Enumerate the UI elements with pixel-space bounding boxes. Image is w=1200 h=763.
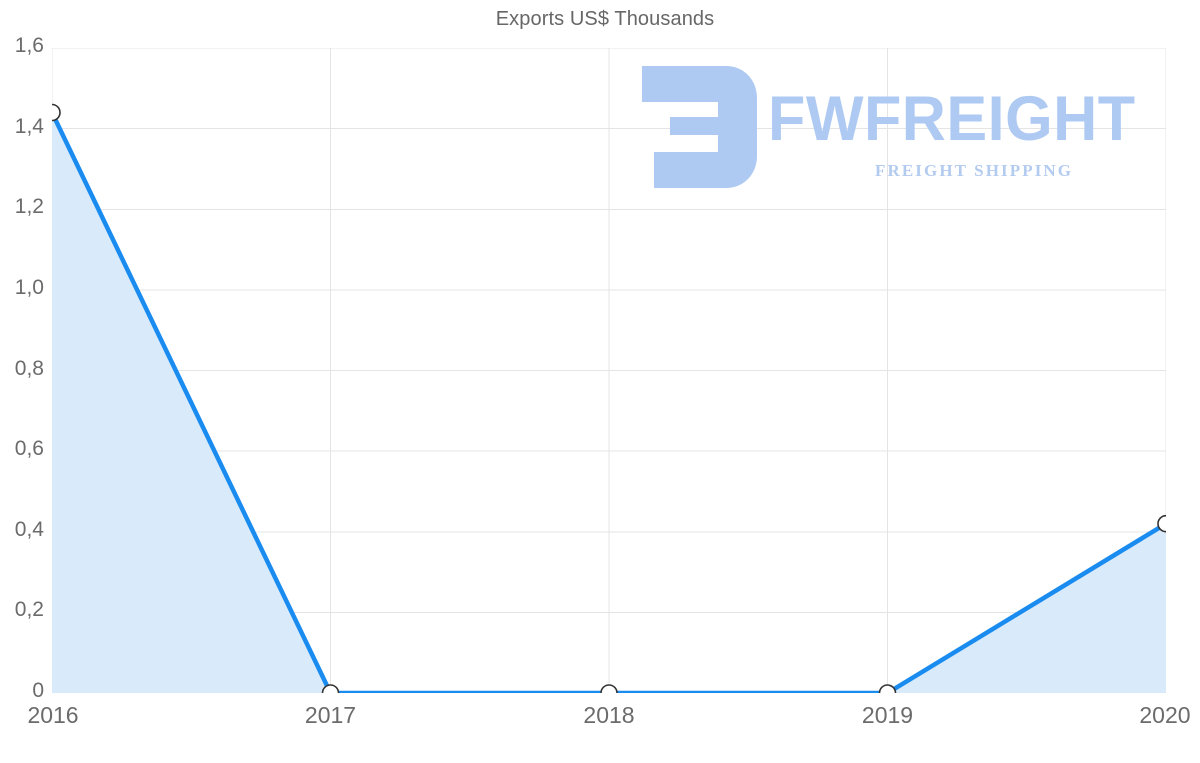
y-axis-tick-label: 1,2	[14, 195, 44, 219]
plot-area	[52, 48, 1166, 693]
x-axis-tick-label: 2019	[861, 702, 914, 728]
data-point-marker[interactable]	[878, 684, 897, 693]
y-axis-tick-label: 0,8	[14, 356, 44, 380]
chart-title: Exports US$ Thousands	[495, 8, 715, 30]
data-point-marker[interactable]	[321, 684, 340, 693]
x-axis-tick-label: 2017	[304, 702, 357, 728]
x-axis-tick-label: 2020	[1139, 702, 1191, 728]
x-axis-tick-label: 2016	[27, 702, 79, 728]
y-axis-tick-label: 1,4	[14, 114, 44, 138]
y-axis-tick-label: 0,2	[14, 598, 44, 622]
data-point-marker[interactable]	[600, 684, 618, 693]
series-area-fill	[52, 112, 1166, 693]
data-point-marker[interactable]	[52, 103, 61, 122]
y-axis-tick-label: 0,4	[14, 517, 44, 541]
y-axis-tick-label: 1,0	[14, 275, 44, 299]
y-axis-tick-label: 1,6	[14, 34, 44, 57]
data-point-marker[interactable]	[1157, 514, 1166, 533]
y-axis-tick-label: 0,6	[14, 437, 44, 461]
chart-plot-svg	[52, 48, 1166, 693]
series-line	[52, 110, 1166, 693]
x-axis-tick-label: 2018	[583, 702, 635, 728]
data-point-markers[interactable]	[52, 103, 1166, 694]
y-axis-tick-label: 0	[32, 679, 44, 702]
